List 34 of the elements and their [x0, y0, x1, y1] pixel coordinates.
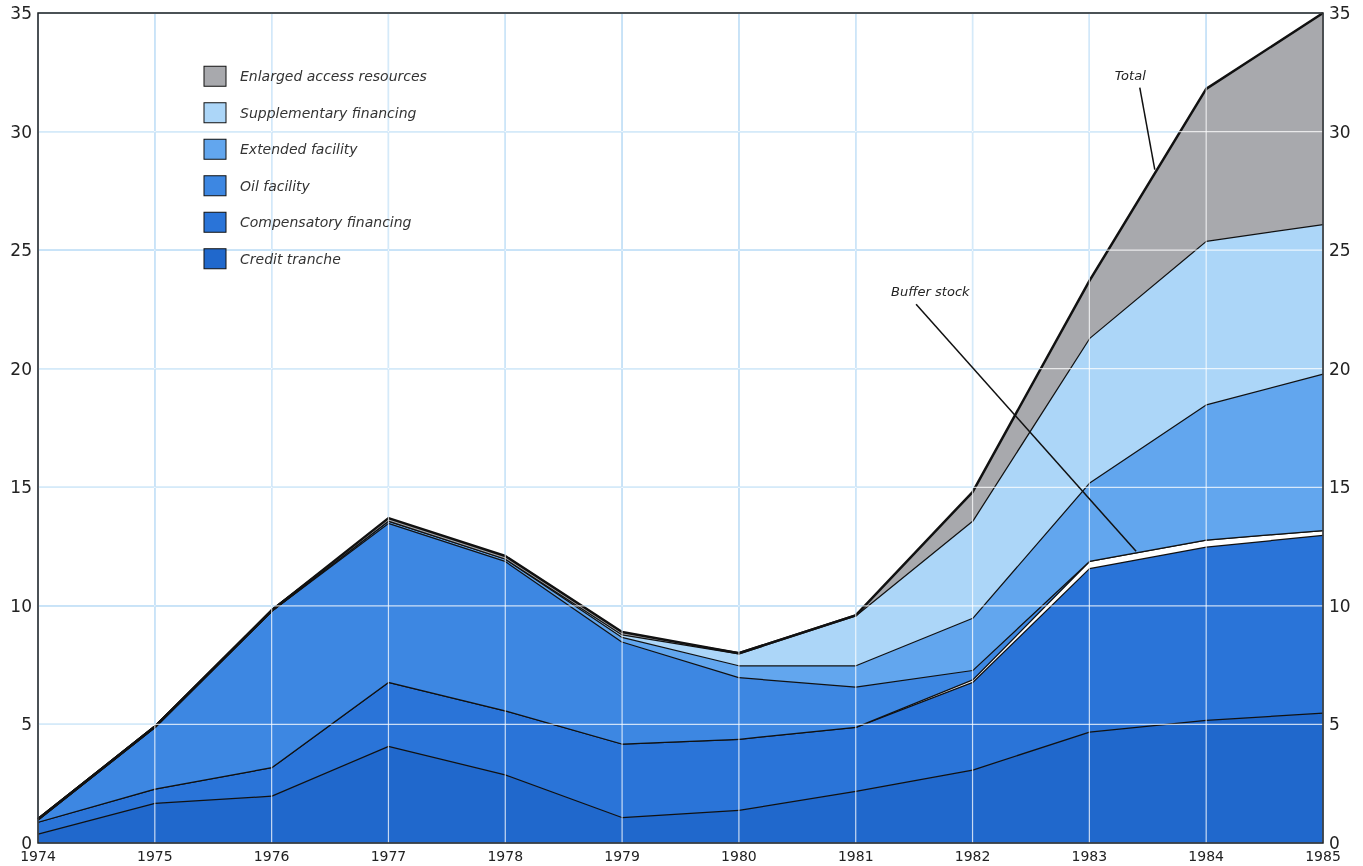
y-tick-label: 30 [10, 121, 32, 142]
annotation: Buffer stock [891, 284, 971, 300]
x-tick-label: 1976 [253, 848, 290, 864]
legend-label: Oil facility [240, 177, 311, 194]
x-tick-label: 1984 [1188, 848, 1225, 864]
x-tick-label: 1978 [487, 848, 524, 864]
y2-tick-label: 25 [1329, 240, 1351, 261]
x-tick-label: 1974 [20, 848, 56, 864]
x-tick-label: 1982 [954, 848, 991, 864]
legend-label: Extended facility [240, 141, 359, 158]
y2-tick-label: 35 [1329, 3, 1351, 23]
y2-tick-label: 10 [1329, 595, 1351, 616]
x-tick-label: 1981 [837, 848, 874, 864]
y-tick-label: 15 [10, 477, 32, 498]
y-tick-label: 35 [10, 3, 32, 23]
y-tick-label: 25 [10, 240, 32, 261]
y-tick-label: 10 [10, 595, 32, 616]
y-tick-label: 20 [10, 358, 32, 379]
y2-tick-label: 30 [1329, 121, 1351, 142]
annotation: Total [1114, 67, 1147, 83]
y-tick-label: 5 [21, 714, 32, 735]
legend-label: Compensatory financing [240, 214, 412, 231]
y2-tick-label: 5 [1329, 714, 1340, 735]
x-tick-label: 1985 [1305, 848, 1341, 864]
legend-label: Supplementary financing [240, 104, 417, 121]
legend-label: Credit tranche [240, 250, 341, 267]
y2-tick-label: 20 [1329, 358, 1351, 379]
x-tick-label: 1977 [370, 848, 407, 864]
legend-label: Enlarged access resources [240, 68, 427, 85]
y2-tick-label: 15 [1329, 477, 1351, 498]
x-tick-label: 1979 [604, 848, 640, 864]
x-tick-label: 1983 [1071, 848, 1108, 864]
x-tick-label: 1975 [137, 848, 173, 864]
x-tick-label: 1980 [721, 848, 757, 864]
